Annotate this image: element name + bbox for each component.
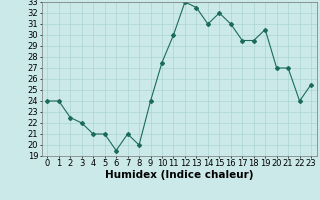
X-axis label: Humidex (Indice chaleur): Humidex (Indice chaleur) (105, 170, 253, 180)
